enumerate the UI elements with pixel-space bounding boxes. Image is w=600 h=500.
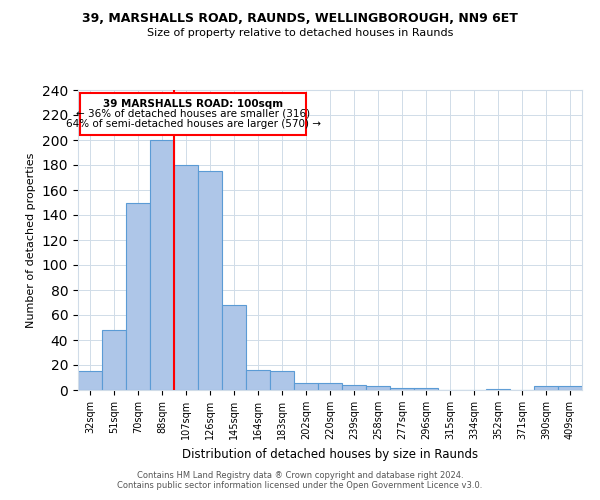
Bar	[486, 389, 510, 390]
Bar	[414, 388, 438, 390]
Bar	[78, 371, 102, 390]
Bar	[126, 202, 150, 390]
Bar	[222, 305, 246, 390]
Bar	[150, 140, 174, 390]
Bar	[270, 371, 294, 390]
Text: Size of property relative to detached houses in Raunds: Size of property relative to detached ho…	[147, 28, 453, 38]
Bar	[318, 382, 342, 390]
Bar	[294, 382, 318, 390]
FancyBboxPatch shape	[80, 92, 306, 135]
Bar	[534, 386, 558, 390]
Text: 39 MARSHALLS ROAD: 100sqm: 39 MARSHALLS ROAD: 100sqm	[103, 99, 283, 109]
Bar	[558, 386, 582, 390]
Y-axis label: Number of detached properties: Number of detached properties	[26, 152, 36, 328]
X-axis label: Distribution of detached houses by size in Raunds: Distribution of detached houses by size …	[182, 448, 478, 460]
Bar	[342, 385, 366, 390]
Bar	[174, 165, 198, 390]
Text: ← 36% of detached houses are smaller (316): ← 36% of detached houses are smaller (31…	[76, 109, 310, 118]
Bar	[198, 171, 222, 390]
Text: Contains HM Land Registry data ® Crown copyright and database right 2024.
Contai: Contains HM Land Registry data ® Crown c…	[118, 470, 482, 490]
Bar	[390, 388, 414, 390]
Bar	[102, 330, 126, 390]
Bar	[366, 386, 390, 390]
Text: 39, MARSHALLS ROAD, RAUNDS, WELLINGBOROUGH, NN9 6ET: 39, MARSHALLS ROAD, RAUNDS, WELLINGBOROU…	[82, 12, 518, 26]
Bar	[246, 370, 270, 390]
Text: 64% of semi-detached houses are larger (570) →: 64% of semi-detached houses are larger (…	[65, 118, 320, 128]
